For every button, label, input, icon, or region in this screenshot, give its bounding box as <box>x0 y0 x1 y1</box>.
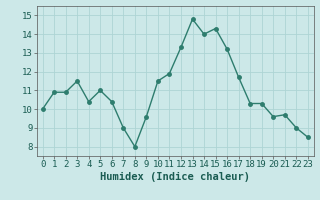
X-axis label: Humidex (Indice chaleur): Humidex (Indice chaleur) <box>100 172 250 182</box>
